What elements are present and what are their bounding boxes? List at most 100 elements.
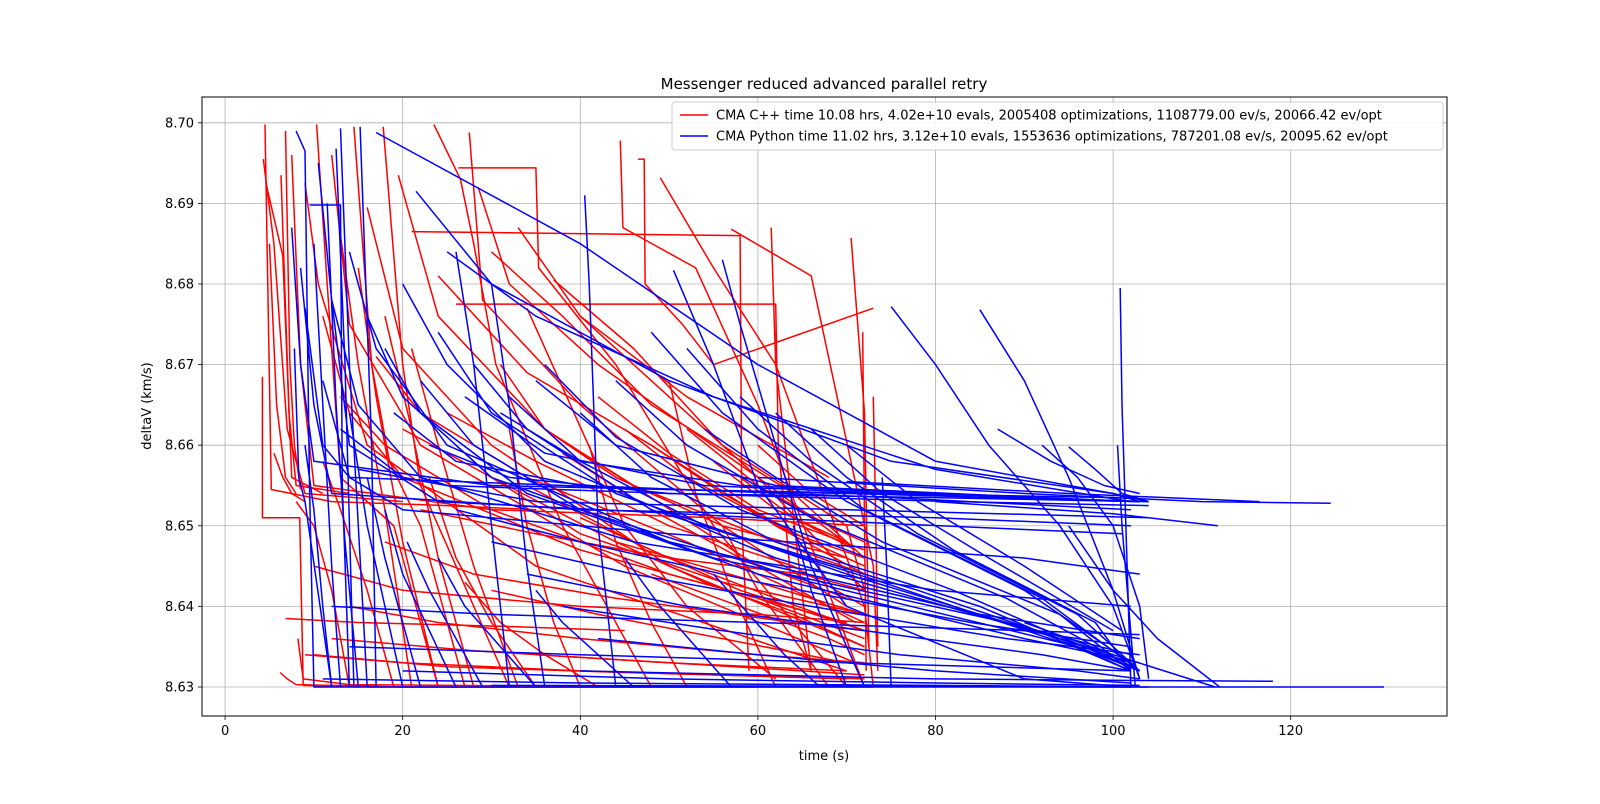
axis-ticks: 0 20 40 60 80 100 120 8.63 8.64 8.65 8.66 8.67 8.68 8… — [165, 116, 1303, 739]
series-line-cpp — [517, 227, 830, 479]
series-line-python — [473, 364, 1123, 664]
series-line-python — [429, 444, 1149, 507]
y-tick-label: 8.63 — [165, 680, 194, 695]
series-line-python — [846, 444, 1123, 632]
series-line-python — [579, 412, 1132, 672]
series-line-cpp — [382, 126, 510, 688]
series-line-cpp — [330, 154, 856, 664]
series-line-cpp — [526, 307, 777, 680]
series-line-cpp — [770, 227, 812, 671]
series-line-python — [359, 126, 377, 688]
series-line-python — [322, 380, 1140, 575]
series-line-python — [580, 670, 1273, 683]
series-line-python — [464, 396, 1140, 503]
y-tick-label: 8.65 — [165, 519, 194, 534]
series-line-python — [721, 259, 866, 688]
series-line-python — [322, 678, 1149, 688]
series-line-python — [295, 130, 1131, 688]
series-line-python — [340, 428, 1149, 519]
series-line-cpp — [638, 158, 874, 366]
series-line-python — [526, 573, 1132, 672]
series-line-cpp — [284, 130, 302, 490]
series-line-python — [508, 396, 1132, 664]
series-line-cpp — [322, 316, 865, 640]
series-line-python — [535, 380, 1140, 503]
series-line-cpp — [322, 461, 395, 688]
series-line-python — [331, 605, 1140, 636]
series-line-python — [491, 541, 1140, 656]
series-line-python — [544, 364, 1140, 672]
legend-frame — [671, 101, 1444, 151]
series-line-cpp — [268, 243, 297, 494]
x-tick-label: 80 — [927, 724, 944, 739]
series-line-python — [1068, 525, 1221, 688]
series-line-cpp — [588, 445, 688, 688]
chart-title: Messenger reduced advanced parallel retr… — [661, 75, 988, 93]
series-line-python — [1119, 287, 1132, 688]
series-line-python — [326, 203, 360, 688]
series-line-cpp — [262, 159, 403, 503]
series-line-cpp — [850, 237, 870, 647]
series-line-cpp — [261, 376, 359, 688]
series-line-cpp — [273, 452, 306, 503]
y-tick-label: 8.66 — [165, 439, 194, 454]
series-line-cpp — [668, 380, 777, 688]
legend-label-cpp: CMA C++ time 10.08 hrs, 4.02e+10 evals, … — [716, 109, 1382, 124]
series-line-python — [437, 557, 537, 688]
series-line-cpp — [280, 175, 350, 495]
series-line-python — [313, 243, 342, 688]
series-line-python — [810, 428, 1114, 632]
series-line-python — [583, 195, 617, 688]
series-line-python — [406, 541, 484, 688]
y-axis-label: deltaV (km/s) — [140, 362, 155, 449]
series-line-cpp — [872, 396, 879, 647]
legend: CMA C++ time 10.08 hrs, 4.02e+10 evals, … — [671, 101, 1444, 151]
series-line-python — [446, 251, 1132, 503]
series-line-cpp — [491, 589, 847, 664]
series-line-python — [491, 684, 1384, 688]
y-tick-label: 8.64 — [165, 600, 194, 615]
series-line-python — [775, 412, 1132, 672]
series-line-python — [402, 670, 1140, 687]
series-line-python — [997, 428, 1140, 495]
series-lines — [261, 124, 1384, 688]
series-line-python — [562, 605, 1140, 680]
series-line-python — [348, 412, 404, 688]
series-line-python — [349, 645, 1131, 672]
series-line-python — [881, 477, 892, 688]
legend-label-python: CMA Python time 11.02 hrs, 3.12e+10 eval… — [716, 130, 1388, 145]
x-tick-label: 0 — [221, 724, 229, 739]
series-line-python — [290, 227, 1149, 503]
series-line-python — [890, 306, 1141, 680]
series-line-python — [935, 500, 1218, 527]
x-tick-label: 40 — [572, 724, 589, 739]
x-axis-label: time (s) — [799, 749, 849, 764]
series-line-python — [712, 573, 821, 688]
series-line-python — [846, 480, 1260, 503]
series-line-python — [335, 148, 355, 688]
series-line-cpp — [313, 565, 865, 624]
series-line-python — [437, 331, 1114, 656]
series-line-cpp — [331, 637, 847, 672]
x-tick-label: 20 — [394, 724, 411, 739]
series-line-python — [384, 509, 457, 688]
series-line-python — [1068, 446, 1149, 503]
series-line-cpp — [410, 348, 519, 688]
y-tick-label: 8.70 — [165, 116, 194, 131]
series-line-python — [535, 589, 635, 688]
y-tick-label: 8.67 — [165, 358, 194, 373]
y-tick-label: 8.68 — [165, 277, 194, 292]
series-line-python — [293, 348, 333, 688]
y-tick-label: 8.69 — [165, 197, 194, 212]
series-python — [290, 126, 1384, 688]
series-line-python — [615, 380, 1141, 672]
series-line-python — [366, 477, 422, 688]
x-tick-label: 60 — [750, 724, 767, 739]
axes-frame — [201, 96, 1448, 717]
series-line-python — [1041, 444, 1150, 679]
x-tick-label: 100 — [1101, 724, 1126, 739]
x-tick-label: 120 — [1278, 724, 1303, 739]
series-line-python — [304, 445, 333, 688]
